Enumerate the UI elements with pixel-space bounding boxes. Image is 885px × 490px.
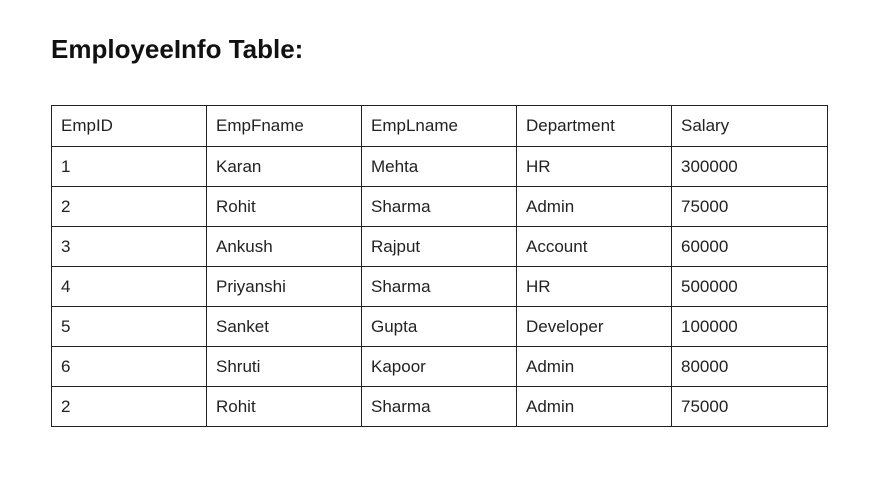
cell-emplname: Gupta [361,306,517,347]
cell-department: HR [516,146,672,187]
cell-emplname: Sharma [361,186,517,227]
table-row: 1 Karan Mehta HR 300000 [51,146,828,187]
cell-empfname: Ankush [206,226,362,267]
table-header: EmpID EmpFname EmpLname Department Salar… [51,105,828,147]
cell-salary: 500000 [671,266,828,307]
table-row: 3 Ankush Rajput Account 60000 [51,226,828,267]
cell-salary: 80000 [671,346,828,387]
cell-empid: 2 [51,186,207,227]
cell-empfname: Karan [206,146,362,187]
column-header-salary: Salary [671,105,828,147]
cell-empfname: Rohit [206,186,362,227]
cell-empfname: Rohit [206,386,362,427]
cell-emplname: Kapoor [361,346,517,387]
table-row: 2 Rohit Sharma Admin 75000 [51,186,828,227]
column-header-department: Department [516,105,672,147]
cell-salary: 75000 [671,186,828,227]
cell-empfname: Sanket [206,306,362,347]
cell-department: Account [516,226,672,267]
cell-emplname: Sharma [361,386,517,427]
cell-empfname: Priyanshi [206,266,362,307]
table-row: 5 Sanket Gupta Developer 100000 [51,306,828,347]
cell-salary: 100000 [671,306,828,347]
cell-empid: 4 [51,266,207,307]
employee-info-table: EmpID EmpFname EmpLname Department Salar… [51,105,828,427]
cell-emplname: Mehta [361,146,517,187]
cell-empid: 3 [51,226,207,267]
column-header-empid: EmpID [51,105,207,147]
cell-empfname: Shruti [206,346,362,387]
header-row: EmpID EmpFname EmpLname Department Salar… [51,105,828,147]
cell-department: HR [516,266,672,307]
column-header-empfname: EmpFname [206,105,362,147]
cell-empid: 6 [51,346,207,387]
cell-salary: 300000 [671,146,828,187]
cell-empid: 5 [51,306,207,347]
cell-department: Developer [516,306,672,347]
cell-emplname: Rajput [361,226,517,267]
table-row: 4 Priyanshi Sharma HR 500000 [51,266,828,307]
cell-department: Admin [516,386,672,427]
cell-empid: 1 [51,146,207,187]
cell-salary: 60000 [671,226,828,267]
table-row: 2 Rohit Sharma Admin 75000 [51,386,828,427]
cell-department: Admin [516,186,672,227]
column-header-emplname: EmpLname [361,105,517,147]
table-row: 6 Shruti Kapoor Admin 80000 [51,346,828,387]
table-body: 1 Karan Mehta HR 300000 2 Rohit Sharma A… [51,146,828,427]
cell-empid: 2 [51,386,207,427]
cell-emplname: Sharma [361,266,517,307]
cell-salary: 75000 [671,386,828,427]
page-title: EmployeeInfo Table: [51,34,304,64]
cell-department: Admin [516,346,672,387]
